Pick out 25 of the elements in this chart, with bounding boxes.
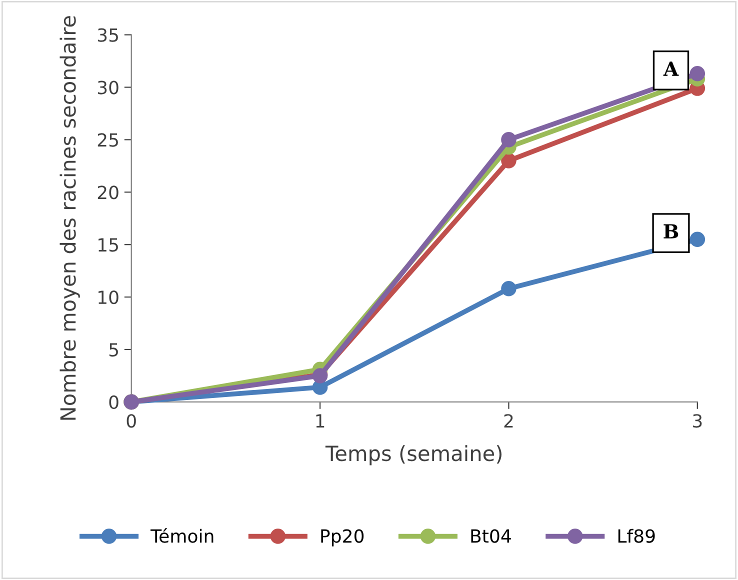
legend-label: Bt04 [471,529,511,543]
legend-label: Témoin [150,528,214,543]
y-tick-label: 15 [98,238,118,252]
x-axis-title: Temps (semaine) [325,445,502,466]
point [501,132,516,148]
y-tick-label: 25 [98,133,118,147]
y-tick-label: 0 [109,395,118,410]
y-tick-label: 35 [98,28,118,42]
annotation: B [664,224,678,238]
point [690,232,706,247]
x-tick-label: 3 [693,414,702,428]
point [501,153,516,168]
x-tick-label: 2 [504,414,513,428]
y-tick-label: 10 [98,290,118,304]
legend-label: Pp20 [321,529,364,546]
annotation: A [663,62,679,76]
x-tick-label: 0 [126,414,136,428]
y-tick-label: 30 [98,80,118,94]
x-tick-label: 1 [316,414,324,428]
y-tick-label: 20 [98,186,118,200]
point [690,66,706,82]
y-tick-label: 5 [109,343,118,357]
legend-label: Lf89 [618,528,655,543]
y-axis-title: Nombre moyen des racines secondaire [60,16,80,420]
point [501,281,516,296]
